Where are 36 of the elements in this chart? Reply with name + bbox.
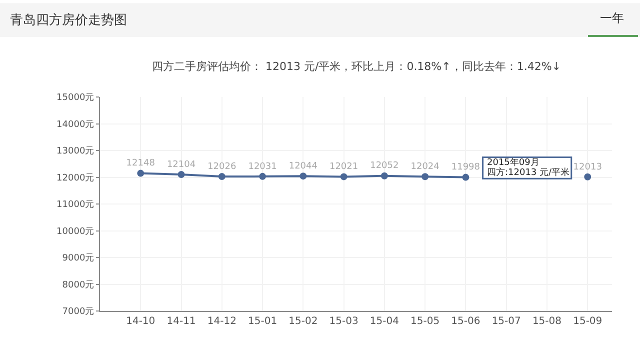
data-label: 12021 [329, 162, 358, 172]
y-tick-label: 9000元 [62, 252, 94, 264]
x-tick-label: 15-07 [492, 316, 521, 327]
annotation: 四方:12013 元/平米 [487, 167, 570, 178]
data-label: 11998 [451, 162, 480, 173]
x-tick-label: 15-02 [288, 316, 318, 327]
data-label: 12044 [288, 161, 318, 172]
y-tick-label: 13000元 [56, 146, 94, 157]
data-label: 12104 [166, 160, 196, 170]
x-tick-label: 15-01 [248, 316, 278, 327]
x-tick-label: 14-11 [166, 316, 196, 327]
text: 一年 [600, 11, 624, 25]
chart-title: 青岛四方房价走势图 [10, 12, 127, 28]
y-tick-label: 12000元 [56, 172, 94, 184]
data-label: 12052 [370, 161, 399, 172]
y-tick-label: 10000元 [56, 226, 94, 237]
x-tick-label: 14-10 [126, 316, 156, 327]
chart-subtitle: 四方二手房评估均价： 12013 元/平米，环比上月：0.18%↑，同比去年：1.42%↓ [152, 60, 562, 73]
x-tick-label: 15-05 [410, 316, 440, 327]
x-tick-label: 15-03 [329, 316, 358, 327]
y-tick-label: 15000元 [56, 92, 94, 104]
y-tick-label: 7000元 [62, 306, 94, 318]
data-label: 12026 [208, 162, 236, 172]
x-tick-label: 15-06 [451, 316, 480, 327]
data-label: 12024 [410, 162, 440, 172]
data-label: 12148 [126, 158, 156, 169]
x-tick-label: 15-04 [370, 316, 399, 327]
y-tick-label: 14000元 [56, 118, 94, 130]
annotation: 2015年09月 [487, 157, 540, 168]
data-label: 12013 [573, 162, 602, 172]
x-tick-label: 15-09 [573, 316, 602, 327]
y-tick-label: 8000元 [62, 279, 94, 290]
y-tick-label: 11000元 [56, 199, 94, 210]
x-tick-label: 15-08 [532, 316, 562, 327]
x-tick-label: 14-12 [207, 316, 236, 327]
data-label: 12031 [248, 162, 277, 172]
